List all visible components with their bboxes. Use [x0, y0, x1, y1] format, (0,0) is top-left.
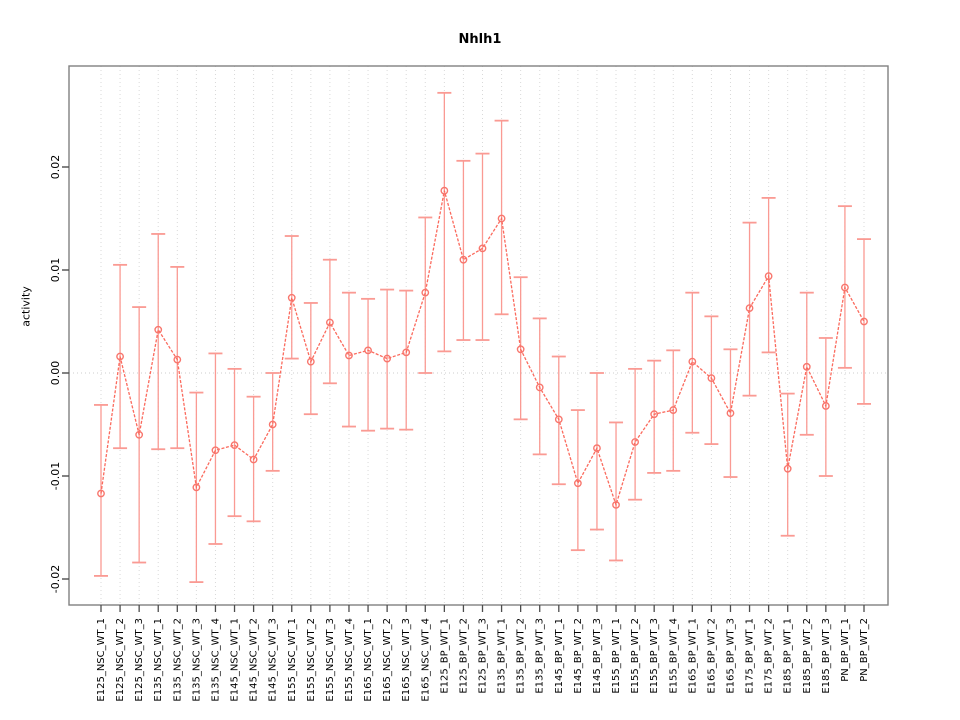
y-axis-ticks: -0.02 -0.01 0.00 0.01 0.02 [49, 155, 69, 593]
svg-text:E165_BP_WT_1: E165_BP_WT_1 [687, 618, 698, 694]
svg-text:E135_NSC_WT_1: E135_NSC_WT_1 [153, 618, 164, 702]
svg-text:-0.01: -0.01 [49, 462, 62, 490]
svg-text:E145_NSC_WT_1: E145_NSC_WT_1 [230, 618, 241, 702]
svg-text:E155_BP_WT_3: E155_BP_WT_3 [649, 618, 660, 694]
svg-text:E155_BP_WT_1: E155_BP_WT_1 [611, 618, 622, 694]
svg-text:E155_NSC_WT_3: E155_NSC_WT_3 [325, 618, 336, 702]
svg-text:E155_NSC_WT_4: E155_NSC_WT_4 [344, 618, 355, 702]
svg-text:E145_BP_WT_3: E145_BP_WT_3 [592, 618, 603, 694]
svg-text:E145_BP_WT_1: E145_BP_WT_1 [554, 618, 565, 694]
svg-text:PN_BP_WT_1: PN_BP_WT_1 [840, 618, 851, 682]
svg-text:E135_NSC_WT_4: E135_NSC_WT_4 [210, 618, 221, 702]
error-bars [94, 91, 871, 583]
svg-text:E165_NSC_WT_1: E165_NSC_WT_1 [363, 618, 374, 702]
svg-text:E185_BP_WT_1: E185_BP_WT_1 [783, 618, 794, 694]
x-axis-ticks [100, 605, 865, 612]
svg-text:E125_NSC_WT_1: E125_NSC_WT_1 [96, 618, 107, 702]
svg-text:E185_BP_WT_2: E185_BP_WT_2 [802, 618, 813, 694]
svg-text:E165_NSC_WT_2: E165_NSC_WT_2 [382, 618, 393, 702]
page-title: Nhlh1 [458, 32, 502, 47]
svg-text:E155_NSC_WT_1: E155_NSC_WT_1 [287, 618, 298, 702]
svg-text:E145_BP_WT_2: E145_BP_WT_2 [573, 618, 584, 694]
svg-text:E145_NSC_WT_3: E145_NSC_WT_3 [268, 618, 279, 702]
svg-text:E165_BP_WT_2: E165_BP_WT_2 [706, 618, 717, 694]
svg-text:E175_BP_WT_1: E175_BP_WT_1 [745, 618, 756, 694]
svg-text:-0.02: -0.02 [49, 565, 62, 593]
svg-text:E135_BP_WT_3: E135_BP_WT_3 [535, 618, 546, 694]
svg-text:E155_BP_WT_4: E155_BP_WT_4 [668, 618, 679, 694]
svg-text:0.00: 0.00 [49, 361, 62, 386]
connecting-line [100, 190, 865, 507]
svg-text:E155_NSC_WT_2: E155_NSC_WT_2 [306, 618, 317, 702]
svg-text:E125_NSC_WT_2: E125_NSC_WT_2 [115, 618, 126, 702]
svg-text:E135_NSC_WT_3: E135_NSC_WT_3 [191, 618, 202, 702]
svg-text:E165_NSC_WT_3: E165_NSC_WT_3 [401, 618, 412, 702]
svg-text:E155_BP_WT_2: E155_BP_WT_2 [630, 618, 641, 694]
svg-text:E145_NSC_WT_2: E145_NSC_WT_2 [249, 618, 260, 702]
svg-text:E175_BP_WT_2: E175_BP_WT_2 [764, 618, 775, 694]
plot-frame [68, 65, 889, 606]
x-axis-labels: E125_NSC_WT_1 E125_NSC_WT_2 E125_NSC_WT_3 E… [96, 618, 870, 702]
svg-text:E165_BP_WT_3: E165_BP_WT_3 [725, 618, 736, 694]
svg-text:E135_BP_WT_1: E135_BP_WT_1 [497, 618, 508, 694]
svg-text:E125_BP_WT_3: E125_BP_WT_3 [478, 618, 489, 694]
svg-text:E135_BP_WT_2: E135_BP_WT_2 [516, 618, 527, 694]
data-points [97, 186, 868, 509]
svg-text:E165_NSC_WT_4: E165_NSC_WT_4 [420, 618, 431, 702]
svg-text:E125_BP_WT_1: E125_BP_WT_1 [439, 618, 450, 694]
svg-text:E135_NSC_WT_2: E135_NSC_WT_2 [172, 618, 183, 702]
svg-text:0.01: 0.01 [49, 258, 62, 283]
svg-text:E125_NSC_WT_3: E125_NSC_WT_3 [134, 618, 145, 702]
svg-text:0.02: 0.02 [49, 155, 62, 180]
svg-text:PN_BP_WT_2: PN_BP_WT_2 [859, 618, 870, 682]
svg-text:E125_BP_WT_2: E125_BP_WT_2 [458, 618, 469, 694]
svg-text:E185_BP_WT_3: E185_BP_WT_3 [821, 618, 832, 694]
